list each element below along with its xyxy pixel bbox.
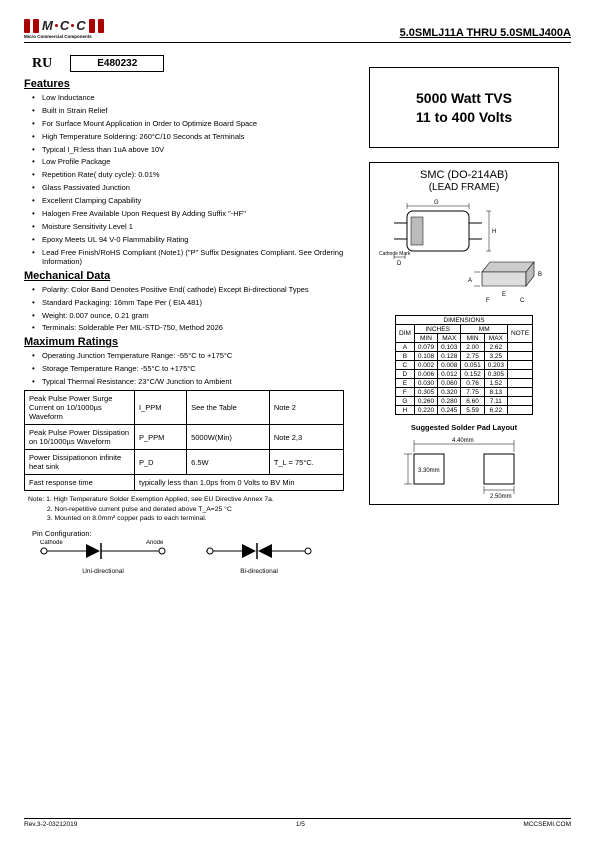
solder-pad-title: Suggested Solder Pad Layout bbox=[411, 423, 517, 432]
title-box: 5000 Watt TVS 11 to 400 Volts bbox=[369, 67, 559, 148]
dimensions-table: DIMENSIONS DIMINCHESMMNOTE MINMAXMINMAXA… bbox=[395, 315, 533, 415]
list-item: Lead Free Finish/RoHS Compliant (Note1) … bbox=[32, 248, 354, 267]
maxratings-heading: Maximum Ratings bbox=[24, 336, 354, 348]
footer-site: MCCSEMI.COM bbox=[523, 821, 571, 828]
svg-text:E: E bbox=[502, 292, 506, 298]
mechanical-heading: Mechanical Data bbox=[24, 270, 354, 282]
ul-mark: RU bbox=[32, 56, 52, 72]
list-item: Low Inductance bbox=[32, 93, 354, 102]
svg-text:G: G bbox=[434, 200, 439, 206]
list-item: Built in Strain Relief bbox=[32, 106, 354, 115]
svg-text:A: A bbox=[468, 278, 472, 284]
list-item: Epoxy Meets UL 94 V-0 Flammability Ratin… bbox=[32, 235, 354, 244]
ratings-table: Peak Pulse Power Surge Current on 10/100… bbox=[24, 390, 344, 491]
svg-text:H: H bbox=[492, 229, 496, 235]
list-item: Excellent Clamping Capability bbox=[32, 196, 354, 205]
cert-code: E480232 bbox=[70, 55, 164, 72]
svg-text:3.30mm: 3.30mm bbox=[418, 468, 440, 474]
package-drawing: G H Cathode Mark D bbox=[379, 199, 549, 309]
list-item: Moisture Sensitivity Level 1 bbox=[32, 222, 354, 231]
list-item: Operating Junction Temperature Range: -5… bbox=[32, 351, 354, 360]
svg-text:D: D bbox=[397, 261, 402, 267]
list-item: Typical I_R:less than 1uA above 10V bbox=[32, 145, 354, 154]
list-item: Storage Temperature Range: -55°C to +175… bbox=[32, 364, 354, 373]
bi-directional-symbol bbox=[204, 540, 314, 568]
svg-text:F: F bbox=[486, 298, 490, 304]
list-item: Repetition Rate( duty cycle): 0.01% bbox=[32, 170, 354, 179]
maxratings-list: Operating Junction Temperature Range: -5… bbox=[24, 351, 354, 386]
features-heading: Features bbox=[24, 78, 354, 90]
header-title: 5.0SMLJ11A THRU 5.0SMLJ400A bbox=[400, 27, 571, 39]
page-header: M C C Micro Commercial Components 5.0SML… bbox=[24, 18, 571, 43]
svg-text:C: C bbox=[520, 298, 525, 304]
list-item: Standard Packaging: 16mm Tape Per ( EIA … bbox=[32, 298, 354, 307]
list-item: For Surface Mount Application in Order t… bbox=[32, 119, 354, 128]
svg-text:B: B bbox=[538, 272, 542, 278]
logo-subtitle: Micro Commercial Components bbox=[24, 34, 106, 39]
svg-text:Cathode: Cathode bbox=[40, 540, 63, 546]
list-item: Polarity: Color Band Denotes Positive En… bbox=[32, 285, 354, 294]
logo: M C C Micro Commercial Components bbox=[24, 18, 106, 39]
list-item: Glass Passivated Junction bbox=[32, 183, 354, 192]
mechanical-list: Polarity: Color Band Denotes Positive En… bbox=[24, 285, 354, 333]
list-item: Weight: 0.007 ounce, 0.21 gram bbox=[32, 311, 354, 320]
footer-rev: Rev.3-2-03212019 bbox=[24, 821, 77, 828]
list-item: Terminals: Solderable Per MIL-STD-750, M… bbox=[32, 323, 354, 332]
pin-config-row: Cathode Anode Uni-directional bbox=[38, 540, 354, 575]
pin-config-title: Pin Configuration: bbox=[32, 529, 354, 538]
solder-pad-drawing: 4.40mm 3.30mm 2.50mm bbox=[394, 432, 534, 498]
page-footer: Rev.3-2-03212019 1/5 MCCSEMI.COM bbox=[24, 818, 571, 828]
uni-directional-symbol: Cathode Anode bbox=[38, 540, 168, 568]
list-item: Low Profile Package bbox=[32, 157, 354, 166]
package-box: SMC (DO-214AB) (LEAD FRAME) G bbox=[369, 162, 559, 505]
footer-page: 1/5 bbox=[296, 821, 305, 828]
notes-block: Note: 1. High Temperature Solder Exempti… bbox=[28, 495, 354, 523]
list-item: High Temperature Soldering: 260°C/10 Sec… bbox=[32, 132, 354, 141]
features-list: Low Inductance Built in Strain Relief For … bbox=[24, 93, 354, 266]
svg-text:Anode: Anode bbox=[146, 540, 164, 546]
svg-text:4.40mm: 4.40mm bbox=[452, 438, 474, 444]
list-item: Typical Thermal Resistance: 23°C/W Junct… bbox=[32, 377, 354, 386]
svg-text:2.50mm: 2.50mm bbox=[490, 494, 512, 498]
svg-text:Cathode Mark: Cathode Mark bbox=[379, 251, 411, 257]
list-item: Halogen Free Available Upon Request By A… bbox=[32, 209, 354, 218]
